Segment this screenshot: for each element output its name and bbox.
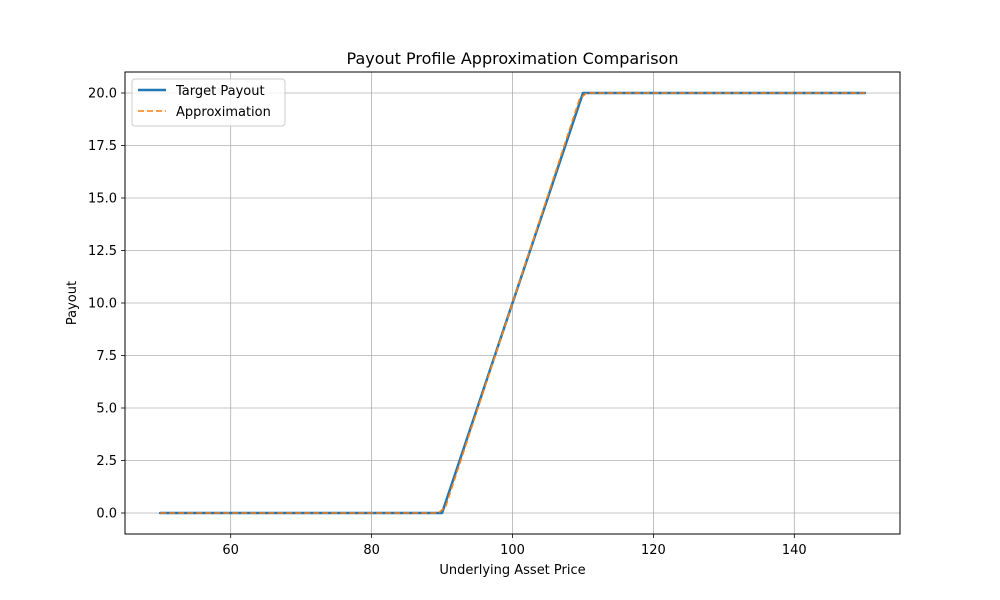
x-tick-label: 100 xyxy=(500,543,525,558)
y-tick-label: 7.5 xyxy=(96,349,117,364)
x-tick-label: 80 xyxy=(363,543,380,558)
y-tick-label: 0.0 xyxy=(96,507,117,522)
y-tick-label: 20.0 xyxy=(88,87,117,102)
legend-label-approximation: Approximation xyxy=(176,105,271,120)
x-tick-label: 120 xyxy=(641,543,666,558)
legend: Target Payout Approximation xyxy=(131,78,286,127)
x-tick-label: 60 xyxy=(222,543,239,558)
x-tick-label: 140 xyxy=(782,543,807,558)
y-tick-label: 10.0 xyxy=(88,297,117,312)
y-tick-label: 2.5 xyxy=(96,454,117,469)
y-tick-label: 5.0 xyxy=(96,402,117,417)
legend-label-target-payout: Target Payout xyxy=(175,84,265,99)
legend-box xyxy=(131,78,286,127)
series-layer xyxy=(158,91,867,515)
y-tick-label: 12.5 xyxy=(88,244,117,259)
ticks: 60 80 100 120 140 0.0 2.5 5.0 7.5 10.0 12.5 15.0 17.… xyxy=(88,87,807,559)
y-axis-label: Payout xyxy=(65,281,80,325)
y-tick-label: 17.5 xyxy=(88,139,117,154)
y-tick-label: 15.0 xyxy=(88,192,117,207)
chart-title: Payout Profile Approximation Comparison xyxy=(347,49,679,68)
x-axis-label: Underlying Asset Price xyxy=(439,563,585,578)
